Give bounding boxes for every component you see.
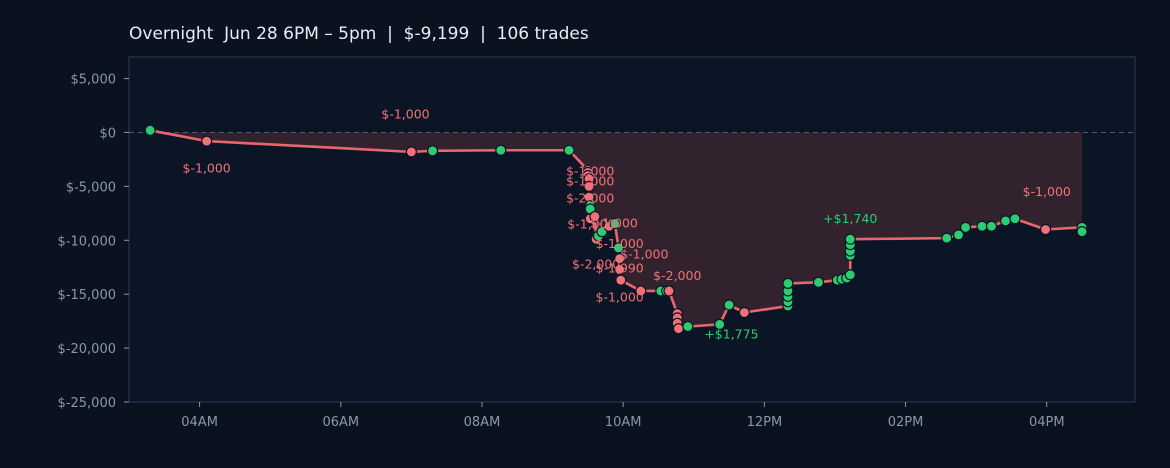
trade-annotation: $-1,000 xyxy=(1023,184,1071,199)
trade-point-win xyxy=(941,232,953,244)
y-tick-label: $-20,000 xyxy=(58,342,116,357)
axis-layer: $5,000 $0 $-5,000 $-10,000 $-15,000 $-20,000 $… xyxy=(58,73,1065,430)
trade-point-win xyxy=(723,299,735,311)
trade-annotation: $-2,000 xyxy=(572,256,620,271)
y-tick-label: $-25,000 xyxy=(58,396,116,411)
trade-annotation: +$1,775 xyxy=(704,326,758,341)
y-tick-label: $-5,000 xyxy=(66,180,116,195)
trade-point-win xyxy=(144,124,156,136)
trade-point-win xyxy=(563,144,575,156)
trade-point-win xyxy=(952,229,965,241)
trade-point-win xyxy=(682,320,694,333)
trade-point-win xyxy=(985,220,998,232)
trade-annotation: $-1,000 xyxy=(596,236,644,251)
trade-point-loss xyxy=(663,285,675,297)
trade-point-win xyxy=(999,215,1012,227)
trade-point-loss xyxy=(738,306,750,319)
trade-point-loss xyxy=(635,285,647,297)
trade-annotation: $-1,000 xyxy=(566,164,614,179)
x-tick-label: 02PM xyxy=(888,415,924,430)
trade-point-win xyxy=(782,277,794,290)
trade-point-loss xyxy=(672,323,685,335)
trade-point-loss xyxy=(589,210,601,223)
trade-annotation: $-1,990 xyxy=(596,261,644,276)
x-tick-label: 12PM xyxy=(747,415,783,430)
trade-annotation: +$1,740 xyxy=(823,211,877,226)
trade-annotation: $-2,000 xyxy=(653,268,701,283)
y-tick-label: $5,000 xyxy=(71,73,117,88)
trade-point-win xyxy=(495,144,507,156)
y-tick-label: $-10,000 xyxy=(58,234,116,249)
trade-annotation: $-1,000 xyxy=(567,216,615,231)
x-tick-label: 10AM xyxy=(605,415,642,430)
trade-annotation: $-1,000 xyxy=(566,173,614,188)
trade-point-loss xyxy=(615,274,627,286)
annotation-layer: $-1,000$-1,000$-1,000$-1,000$-2,000$-1,0… xyxy=(183,106,1071,341)
y-tick-label: $0 xyxy=(99,126,116,141)
trade-points-layer xyxy=(144,124,1088,335)
trade-point-loss xyxy=(614,263,626,275)
x-tick-label: 08AM xyxy=(464,415,501,430)
trade-point-win xyxy=(714,318,726,330)
trade-point-loss xyxy=(1039,223,1052,236)
trade-point-win xyxy=(609,217,621,230)
trade-point-win xyxy=(1009,213,1021,225)
trade-annotation: $-1,000 xyxy=(590,215,638,230)
trade-annotation: $-2,000 xyxy=(566,191,614,206)
trade-annotation: $-1,000 xyxy=(381,106,429,121)
trade-point-win xyxy=(812,276,825,288)
y-tick-label: $-15,000 xyxy=(58,288,116,303)
trade-point-loss xyxy=(614,253,626,265)
x-tick-label: 04PM xyxy=(1029,415,1065,430)
trade-point-win xyxy=(426,145,439,157)
trade-annotation: $-1,000 xyxy=(596,290,644,305)
trade-point-loss xyxy=(583,180,595,192)
trade-point-win xyxy=(959,221,972,233)
chart-title: Overnight Jun 28 6PM – 5pm | $-9,199 | 1… xyxy=(129,24,589,44)
trade-point-win xyxy=(844,269,856,281)
trade-point-loss xyxy=(405,146,417,158)
x-tick-label: 06AM xyxy=(322,415,359,430)
trade-point-win xyxy=(976,220,988,232)
trade-point-win xyxy=(612,242,625,254)
trade-point-win xyxy=(1076,226,1088,238)
trade-point-loss xyxy=(201,135,213,147)
trade-annotation: $-1,000 xyxy=(183,160,231,175)
trade-point-win xyxy=(844,233,856,245)
x-tick-label: 04AM xyxy=(181,415,218,430)
trade-annotation: $-1,000 xyxy=(620,247,668,262)
